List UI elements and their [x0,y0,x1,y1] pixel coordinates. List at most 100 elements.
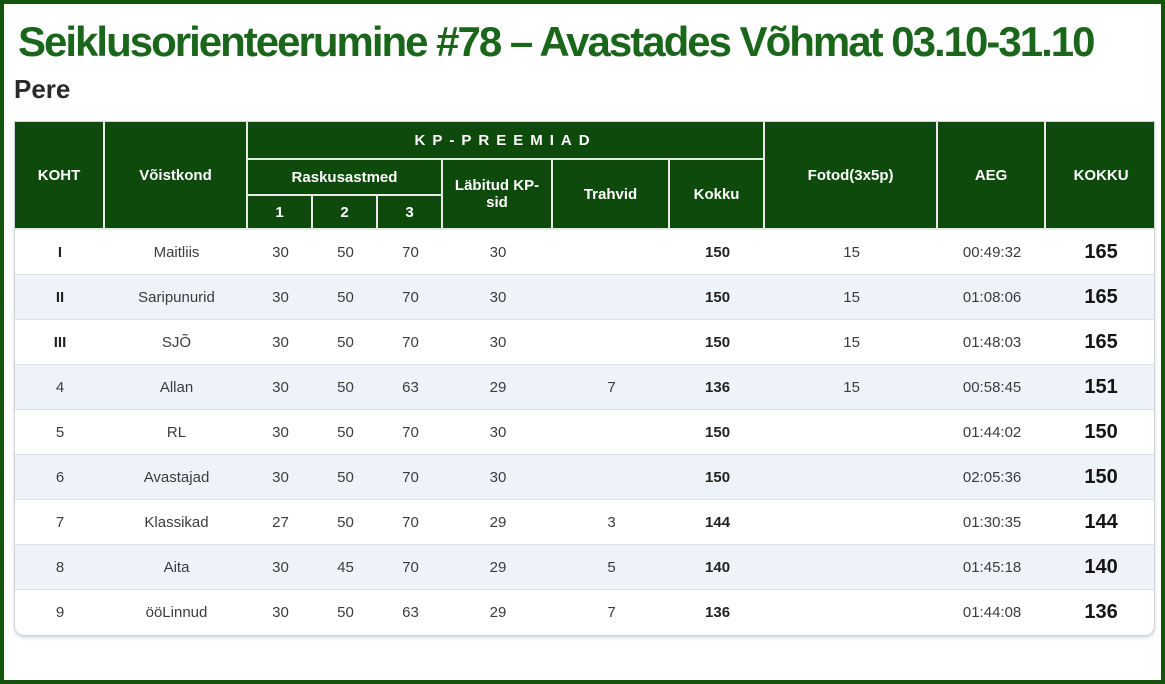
cell-raskusaste-3: 70 [378,275,443,321]
cell-koht: III [15,320,105,366]
cell-voistkond: Saripunurid [105,275,248,321]
cell-fotod [765,590,938,635]
cell-raskusaste-1: 30 [248,275,313,321]
cell-trahvid: 3 [553,500,670,546]
cell-kokku-final: 150 [1046,410,1154,456]
col-header-trahvid: Trahvid [553,160,670,231]
cell-fotod [765,500,939,546]
cell-raskusaste-2: 50 [313,455,378,501]
cell-aeg: 01:08:06 [938,275,1047,321]
cell-raskusaste-1: 30 [248,365,313,411]
cell-koht: 4 [15,365,105,411]
cell-labitud-kp: 29 [489,604,507,622]
results-table: KOHT Võistkond KP-PREEMIAD Fotod(3x5p) A… [15,122,1154,635]
col-header-koht: KOHT [15,122,105,231]
table-row: 4 Allan 30 50 63 29 7 136 15 00:58:45 151 [15,365,1154,411]
cell-raskusaste-3: 70 [378,455,443,501]
cell-raskusaste-2: 50 [313,230,378,276]
cell-kokku-final: 151 [1046,365,1154,411]
cell-labitud-kp: 29 [443,500,553,546]
cell-kokku-final: 165 [1046,230,1154,276]
table-row: I Maitliis 30 50 70 30 150 15 00:49:32 165 [15,230,1154,276]
cell-voistkond: Avastajad [105,455,248,501]
cell-raskusaste-2: 50 [337,604,354,622]
cell-kokku-sub: 150 [670,275,766,321]
table-row: 7 Klassikad 27 50 70 29 3 144 01:30:35 144 [15,500,1154,546]
table-row: 5 RL 30 50 70 30 150 01:44:02 150 [15,410,1154,456]
cell-voistkond: Allan [105,365,248,411]
cell-kokku-sub: 150 [670,320,766,366]
results-body: I Maitliis 30 50 70 30 150 15 00:49:32 165 II Sarip… [15,230,1154,635]
cell-kokku-final: 165 [1046,275,1154,321]
cell-raskusaste-2: 50 [313,275,378,321]
cell-trahvid: 7 [553,365,670,411]
cell-trahvid: 5 [553,545,670,591]
cell-labitud-kp: 30 [443,410,553,456]
cell-raskusaste-2: 50 [313,410,378,456]
cell-labitud-kp: 30 [443,230,553,276]
cell-koht: 8 [15,545,105,591]
cell-raskusaste-1: 30 [248,320,313,366]
cell-koht: 7 [15,500,105,546]
cell-raskusaste-3: 63 [378,365,443,411]
col-header-raskusastmed: Raskusastmed [248,160,443,197]
table-row: II Saripunurid 30 50 70 30 150 15 01:08:06 165 [15,275,1154,321]
cell-raskusaste-2: 45 [313,545,378,591]
col-header-labitud-kp: Läbitud KP-sid [443,160,553,231]
col-header-kokku-final: KOKKU [1046,122,1154,231]
cell-koht: II [15,275,105,321]
cell-kokku-final: 144 [1046,500,1154,546]
col-header-level-2: 2 [313,196,378,231]
table-row: III SJÕ 30 50 70 30 150 15 01:48:03 165 [15,320,1154,366]
cell-raskusaste-1: 30 [248,410,313,456]
cell-labitud-kp: 29 [443,545,553,591]
cell-aeg: 02:05:36 [938,455,1047,501]
cell-koht: 5 [15,410,105,456]
cell-raskusaste-3: 70 [378,410,443,456]
col-header-fotod: Fotod(3x5p) [765,122,939,231]
cell-trahvid [553,455,670,501]
col-header-level-3: 3 [378,196,443,231]
cell-fotod: 15 [765,275,939,321]
cell-labitud-kp: 29 [443,365,553,411]
cell-kokku-final: 150 [1046,455,1154,501]
cell-aeg: 01:30:35 [938,500,1047,546]
cell-raskusaste-1: 30 [248,455,313,501]
cell-fotod: 15 [765,320,939,366]
results-table-wrap: KOHT Võistkond KP-PREEMIAD Fotod(3x5p) A… [14,121,1155,637]
cell-aeg: 00:58:45 [938,365,1047,411]
cell-voistkond: SJÕ [105,320,248,366]
cell-labitud-kp: 30 [443,275,553,321]
cell-raskusaste-1: 30 [248,230,313,276]
cell-raskusaste-2: 50 [313,365,378,411]
cell-raskusaste-2: 50 [313,320,378,366]
table-row: 9 ööLinnud 30 50 63 29 7 136 01:44:08 136 [15,590,1154,635]
cell-fotod [765,545,939,591]
cell-raskusaste-3: 70 [378,500,443,546]
cell-trahvid [553,410,670,456]
category-title: Pere [14,74,71,105]
cell-koht: 9 [55,604,65,622]
cell-fotod [765,455,939,501]
cell-aeg: 01:44:08 [962,604,1022,622]
cell-kokku-final: 136 [1084,601,1118,624]
cell-koht: 6 [15,455,105,501]
cell-kokku-sub: 150 [670,230,766,276]
cell-kokku-sub: 150 [670,410,766,456]
cell-koht: I [15,230,105,276]
col-header-kokku-sub: Kokku [670,160,766,231]
page-title: Seiklusorienteerumine #78 – Avastades Võ… [18,18,1095,65]
col-header-voistkond: Võistkond [105,122,248,231]
cell-kokku-final: 140 [1046,545,1154,591]
cell-trahvid [553,275,670,321]
cell-raskusaste-3: 70 [378,230,443,276]
cell-fotod: 15 [765,365,939,411]
cell-voistkond: Aita [105,545,248,591]
cell-trahvid: 7 [607,604,616,622]
cell-raskusaste-2: 50 [313,500,378,546]
cell-kokku-final: 165 [1046,320,1154,366]
cell-aeg: 00:49:32 [938,230,1047,276]
cell-kokku-sub: 150 [670,455,766,501]
cell-voistkond: RL [105,410,248,456]
col-header-kp-preemiad: KP-PREEMIAD [248,122,766,161]
